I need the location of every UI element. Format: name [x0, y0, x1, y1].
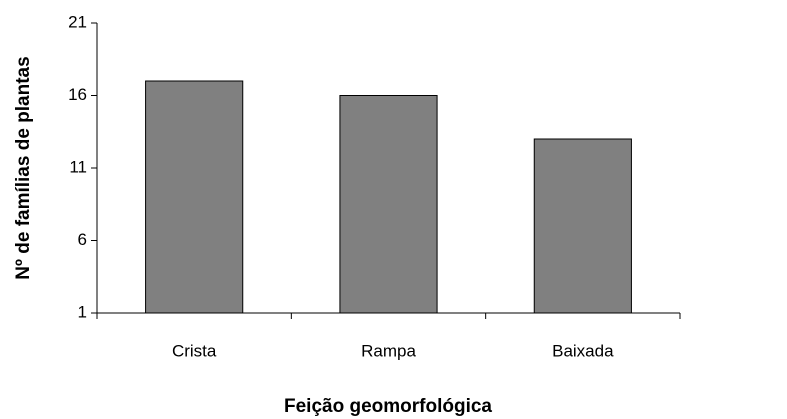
y-axis-title: Nº de famílias de plantas: [13, 56, 34, 279]
bar: [533, 138, 632, 314]
x-axis-title: Feição geomorfológica: [284, 396, 492, 417]
bar: [145, 80, 244, 314]
y-tick-label: 16: [68, 85, 87, 104]
bar: [339, 95, 438, 314]
x-tick-label: Crista: [172, 341, 217, 360]
y-tick-label: 6: [78, 230, 87, 249]
y-tick-label: 21: [68, 12, 87, 31]
y-tick-label: 11: [69, 157, 87, 176]
x-tick-label: Baixada: [552, 341, 614, 360]
x-tick-label: Rampa: [361, 341, 416, 360]
y-tick-label: 1: [78, 302, 87, 321]
